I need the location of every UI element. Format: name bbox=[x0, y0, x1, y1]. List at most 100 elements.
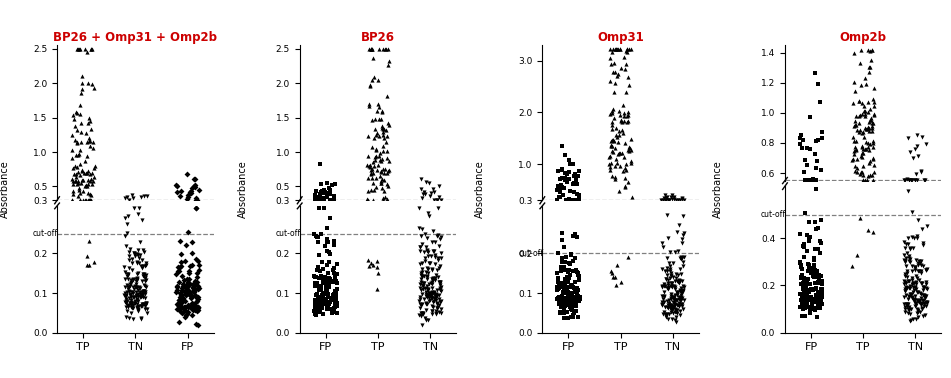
Point bbox=[918, 294, 933, 301]
Point bbox=[813, 286, 828, 292]
Point bbox=[186, 282, 202, 288]
Point bbox=[917, 301, 932, 307]
Point bbox=[866, 229, 882, 235]
Point bbox=[311, 275, 326, 281]
Point bbox=[561, 169, 576, 175]
Point bbox=[798, 283, 813, 289]
Point bbox=[900, 303, 915, 309]
Point bbox=[366, 187, 381, 193]
Point bbox=[373, 158, 388, 164]
Point bbox=[168, 182, 184, 188]
Point bbox=[563, 283, 578, 289]
Point bbox=[813, 240, 828, 246]
Point bbox=[561, 260, 576, 266]
Point bbox=[558, 284, 573, 290]
Point bbox=[426, 298, 441, 304]
Point bbox=[676, 306, 691, 312]
Point bbox=[320, 288, 335, 294]
Point bbox=[863, 172, 878, 178]
Point bbox=[604, 270, 619, 276]
Point bbox=[314, 305, 329, 311]
Point bbox=[423, 280, 438, 286]
Point bbox=[324, 197, 340, 203]
Point bbox=[420, 287, 436, 293]
Point bbox=[898, 285, 913, 291]
Point bbox=[864, 117, 879, 123]
Point bbox=[366, 56, 381, 62]
Point bbox=[188, 195, 204, 201]
Point bbox=[806, 266, 822, 272]
Point bbox=[315, 188, 330, 194]
Point bbox=[327, 265, 342, 271]
Point bbox=[657, 304, 672, 310]
Point bbox=[656, 197, 671, 203]
Point bbox=[914, 168, 929, 174]
Point bbox=[919, 141, 934, 147]
Point bbox=[428, 296, 443, 302]
Point bbox=[800, 268, 815, 274]
Point bbox=[864, 125, 880, 131]
Point bbox=[131, 255, 146, 261]
Point bbox=[670, 293, 685, 299]
Point bbox=[814, 280, 829, 286]
Point bbox=[911, 258, 926, 264]
Point bbox=[847, 118, 863, 124]
Point bbox=[183, 291, 198, 297]
Point bbox=[862, 119, 877, 125]
Point bbox=[801, 297, 816, 303]
Point bbox=[609, 156, 624, 163]
Point bbox=[320, 283, 336, 289]
Point bbox=[898, 177, 913, 183]
Point bbox=[793, 297, 808, 303]
Point bbox=[913, 295, 928, 301]
Point bbox=[309, 311, 324, 318]
Point bbox=[137, 295, 152, 301]
Point bbox=[814, 129, 829, 135]
Point bbox=[134, 217, 149, 223]
Point bbox=[318, 296, 333, 302]
Point bbox=[307, 274, 322, 280]
Title: BP26: BP26 bbox=[361, 31, 395, 44]
Point bbox=[373, 169, 388, 175]
Point bbox=[81, 121, 96, 127]
Point bbox=[807, 297, 823, 303]
Point bbox=[909, 316, 924, 322]
Point bbox=[848, 138, 864, 144]
Point bbox=[901, 294, 916, 300]
Point bbox=[431, 243, 446, 249]
Point bbox=[903, 291, 919, 297]
Point bbox=[666, 305, 681, 311]
Point bbox=[79, 170, 94, 176]
Point bbox=[666, 299, 681, 305]
Point bbox=[814, 292, 829, 298]
Point bbox=[412, 305, 427, 311]
Point bbox=[903, 292, 919, 298]
Point bbox=[372, 104, 387, 110]
Text: Absorbance: Absorbance bbox=[0, 160, 10, 218]
Point bbox=[847, 88, 863, 94]
Point bbox=[847, 144, 863, 150]
Point bbox=[325, 309, 340, 315]
Point bbox=[919, 223, 934, 229]
Point bbox=[414, 310, 429, 316]
Point bbox=[910, 217, 925, 223]
Point bbox=[805, 298, 820, 304]
Point bbox=[801, 287, 816, 293]
Point bbox=[121, 213, 136, 219]
Point bbox=[182, 304, 197, 310]
Point bbox=[808, 164, 824, 170]
Point bbox=[327, 297, 342, 303]
Point bbox=[913, 262, 928, 268]
Point bbox=[662, 263, 677, 269]
Point bbox=[179, 283, 194, 289]
Point bbox=[622, 145, 637, 151]
Point bbox=[554, 264, 570, 270]
Point bbox=[670, 279, 686, 285]
Point bbox=[563, 252, 578, 258]
Point bbox=[907, 297, 922, 304]
Point bbox=[364, 175, 379, 181]
Point bbox=[184, 293, 200, 299]
Point bbox=[918, 303, 933, 309]
Point bbox=[129, 305, 145, 311]
Point bbox=[425, 186, 440, 192]
